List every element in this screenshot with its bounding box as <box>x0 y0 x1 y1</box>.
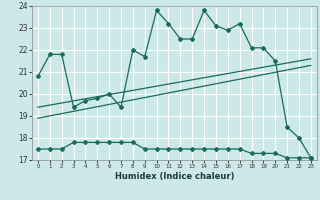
X-axis label: Humidex (Indice chaleur): Humidex (Indice chaleur) <box>115 172 234 181</box>
